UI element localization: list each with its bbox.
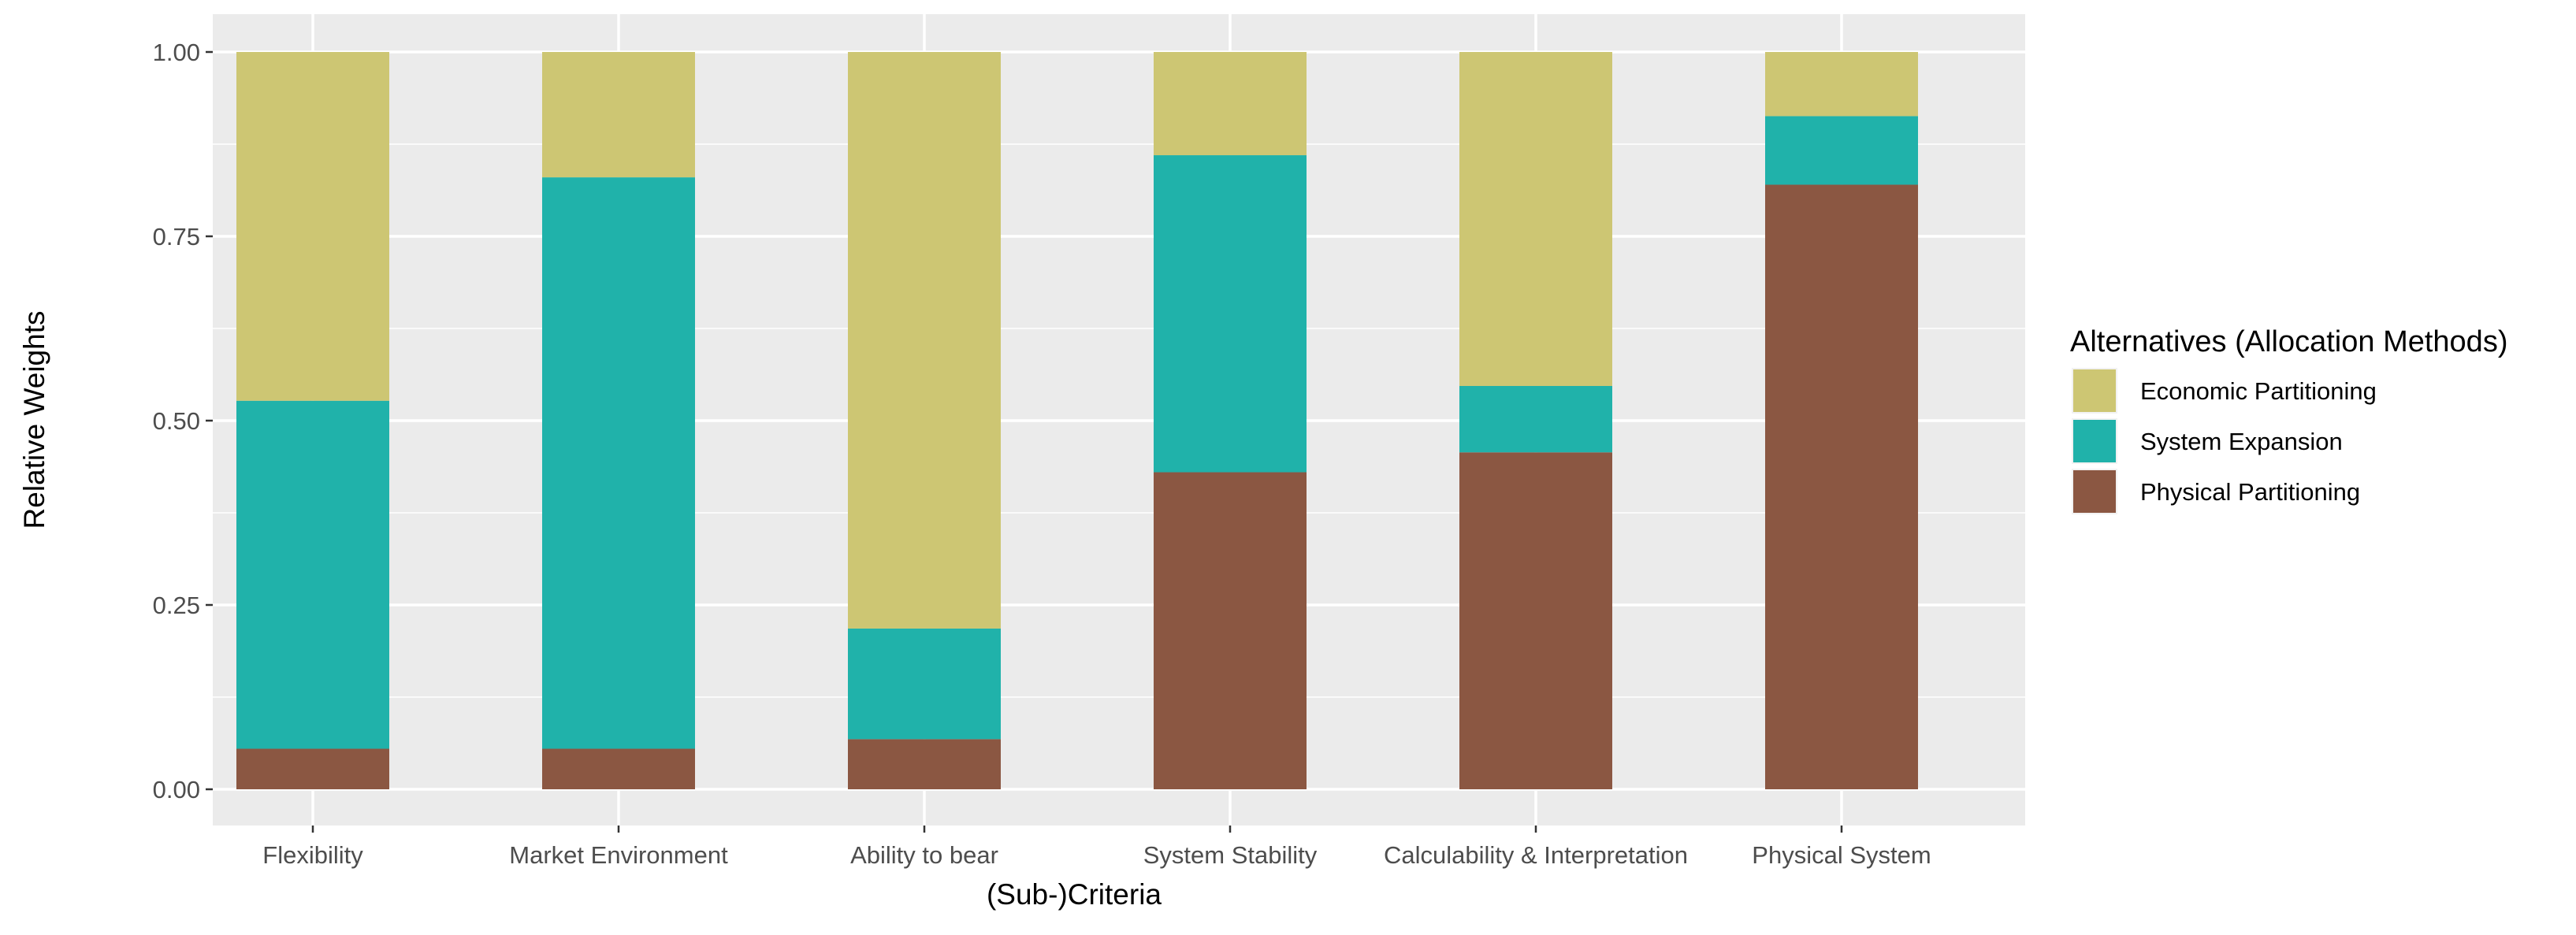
- x-tick-label: Market Environment: [509, 841, 728, 869]
- legend: Alternatives (Allocation Methods) Econom…: [2070, 325, 2507, 514]
- bar-system-expansion-flexibility: [236, 400, 389, 749]
- legend-title: Alternatives (Allocation Methods): [2070, 325, 2507, 358]
- bar-system-expansion-market-environment: [542, 177, 695, 749]
- x-tick-label: Physical System: [1752, 841, 1931, 869]
- x-axis: Flexibility Market Environment Ability to …: [262, 826, 1931, 869]
- bar-physical-partitioning-physical-system: [1765, 184, 1918, 790]
- bar-economic-partitioning-ability-to-bear: [848, 52, 1001, 629]
- legend-label: Physical Partitioning: [2140, 478, 2360, 506]
- y-axis-title: Relative Weights: [18, 311, 50, 529]
- bars: [236, 52, 1918, 790]
- y-tick-label: 0.50: [153, 407, 200, 435]
- legend-label: System Expansion: [2140, 428, 2343, 455]
- legend-swatch: [2073, 369, 2116, 412]
- bar-system-expansion-system-stability: [1154, 155, 1307, 473]
- legend-swatch: [2073, 470, 2116, 513]
- bar-economic-partitioning-flexibility: [236, 52, 389, 401]
- bar-physical-partitioning-flexibility: [236, 748, 389, 789]
- y-tick-label: 0.00: [153, 776, 200, 803]
- legend-label: Economic Partitioning: [2140, 377, 2377, 405]
- bar-system-expansion-physical-system: [1765, 116, 1918, 185]
- bar-economic-partitioning-market-environment: [542, 52, 695, 178]
- legend-swatch: [2073, 420, 2116, 462]
- bar-economic-partitioning-physical-system: [1765, 52, 1918, 117]
- x-tick-label: Ability to bear: [850, 841, 998, 869]
- bar-system-expansion-calculability-interpretation: [1459, 386, 1612, 453]
- x-tick-label: Flexibility: [262, 841, 363, 869]
- bar-physical-partitioning-system-stability: [1154, 472, 1307, 789]
- y-axis: 0.00 0.25 0.50 0.75 1.00: [153, 39, 213, 803]
- y-tick-label: 0.25: [153, 592, 200, 619]
- bar-system-expansion-ability-to-bear: [848, 628, 1001, 740]
- x-tick-label: System Stability: [1143, 841, 1318, 869]
- bar-economic-partitioning-system-stability: [1154, 52, 1307, 156]
- bar-physical-partitioning-ability-to-bear: [848, 739, 1001, 789]
- y-tick-label: 1.00: [153, 39, 200, 66]
- bar-physical-partitioning-calculability-interpretation: [1459, 452, 1612, 789]
- bar-physical-partitioning-market-environment: [542, 748, 695, 789]
- y-tick-label: 0.75: [153, 223, 200, 250]
- x-axis-title: (Sub-)Criteria: [987, 878, 1162, 911]
- bar-economic-partitioning-calculability-interpretation: [1459, 52, 1612, 387]
- x-tick-label: Calculability & Interpretation: [1384, 841, 1688, 869]
